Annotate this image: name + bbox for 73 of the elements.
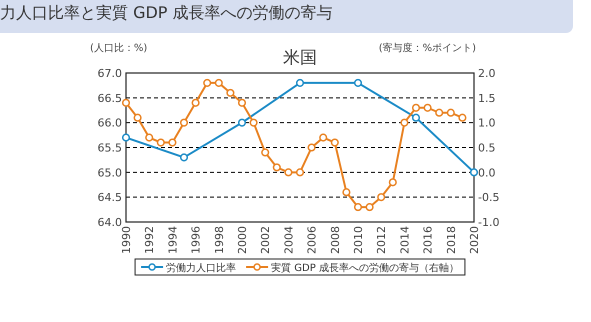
point xyxy=(192,98,200,107)
y2-tick-label: -1.0 xyxy=(478,216,500,229)
x-tick-label: 1998 xyxy=(212,226,226,254)
x-tick-label: 2016 xyxy=(422,226,435,254)
x-tick-label: 1996 xyxy=(190,226,203,254)
y-tick-label: 64.5 xyxy=(98,191,122,204)
point xyxy=(238,98,246,107)
point xyxy=(238,118,246,127)
y-tick-label: 65.5 xyxy=(98,142,122,154)
x-tick-label: 1990 xyxy=(120,226,133,254)
y2-tick-label: 2.0 xyxy=(478,67,496,80)
legend-label: 労働力人口比率 xyxy=(166,262,236,274)
x-tick-label: 1994 xyxy=(166,226,180,254)
point xyxy=(470,168,478,176)
point xyxy=(330,138,339,147)
point xyxy=(424,104,432,112)
y2-tick-label: 0.0 xyxy=(478,166,496,180)
point xyxy=(366,203,374,212)
x-tick-label: 2012 xyxy=(375,226,388,254)
chart-title: 米国 xyxy=(283,48,317,68)
point xyxy=(296,78,304,87)
y-axis-title: (人口比：%) xyxy=(90,42,148,54)
point xyxy=(435,108,444,117)
y2-tick-label: 1.5 xyxy=(478,92,496,105)
y2-tick-label: 0.5 xyxy=(478,142,496,154)
y-tick-label: 66.0 xyxy=(98,116,122,130)
point xyxy=(168,138,176,147)
x-tick-label: 2018 xyxy=(444,226,458,254)
point xyxy=(226,88,234,97)
point xyxy=(134,114,142,122)
point xyxy=(354,203,362,212)
point xyxy=(145,134,154,142)
point xyxy=(284,168,292,176)
point xyxy=(122,134,130,142)
x-tick-label: 2000 xyxy=(236,226,249,254)
point xyxy=(122,98,130,107)
point xyxy=(203,78,212,87)
point xyxy=(180,153,188,162)
y-tick-label: 64.0 xyxy=(98,216,122,229)
point xyxy=(272,163,281,172)
y-tick-label: 67.0 xyxy=(98,67,122,80)
point xyxy=(296,168,304,176)
point xyxy=(250,118,258,127)
y2-axis-title: (寄与度：%ポイント) xyxy=(378,42,476,54)
y-tick-label: 66.5 xyxy=(98,92,122,105)
x-tick-label: 2004 xyxy=(282,226,296,254)
point xyxy=(458,114,466,122)
x-tick-label: 2014 xyxy=(398,226,412,254)
point xyxy=(308,143,316,152)
y2-tick-label: -0.5 xyxy=(478,191,500,204)
x-tick-label: 1992 xyxy=(143,226,156,254)
point xyxy=(342,188,350,196)
point xyxy=(412,104,420,112)
point xyxy=(388,178,397,186)
y-tick-label: 65.0 xyxy=(98,166,122,180)
point xyxy=(261,148,270,157)
legend-label: 実質 GDP 成長率への労働の寄与（右軸） xyxy=(271,262,459,274)
point xyxy=(214,78,223,87)
y2-tick-label: 1.0 xyxy=(478,116,496,130)
point xyxy=(377,193,386,202)
text: 力人口比率と実質 GDP 成長率への労働の寄与 xyxy=(0,3,333,22)
point xyxy=(156,138,165,147)
x-tick-label: 2002 xyxy=(259,226,272,254)
x-tick-label: 2010 xyxy=(352,226,365,254)
x-tick-label: 2008 xyxy=(328,226,342,254)
point xyxy=(412,114,420,122)
point xyxy=(446,108,455,117)
point xyxy=(354,78,362,87)
x-tick-label: 2006 xyxy=(306,226,319,254)
point xyxy=(319,134,328,142)
x-tick-label: 2020 xyxy=(468,226,481,254)
point xyxy=(400,118,408,127)
point xyxy=(180,118,188,127)
